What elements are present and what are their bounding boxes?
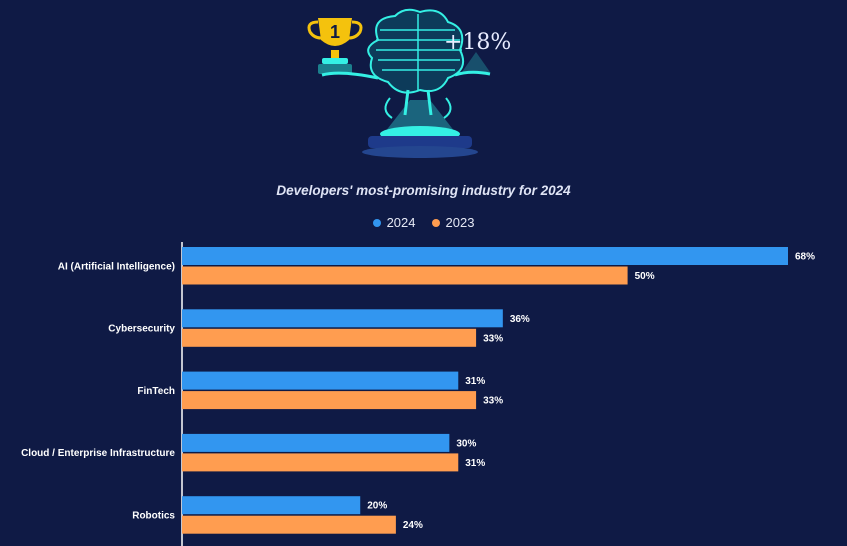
bar-2023[interactable]: [182, 328, 477, 347]
brain-icon: [367, 8, 464, 119]
legend-dot-2023: [431, 218, 440, 227]
data-label: 33%: [483, 396, 503, 407]
data-label: 33%: [483, 333, 503, 344]
chart-legend: 2024 2023: [0, 215, 847, 230]
hand-icon: [454, 70, 491, 77]
bar-2024[interactable]: [182, 371, 459, 390]
hero-illustration: 1: [307, 8, 491, 158]
pedestal-icon: [362, 100, 478, 158]
data-label: 24%: [403, 520, 423, 531]
category-label: Cybersecurity: [108, 324, 175, 335]
bar-2023[interactable]: [182, 453, 459, 472]
data-label: 31%: [465, 458, 485, 469]
hand-icon: [321, 71, 379, 80]
category-label: Cloud / Enterprise Infrastructure: [21, 448, 175, 459]
data-label: 30%: [456, 438, 476, 449]
data-label: 68%: [795, 252, 815, 263]
legend-label-2024: 2024: [386, 215, 416, 230]
legend-item-2024[interactable]: 2024: [372, 215, 416, 230]
legend-dot-2024: [372, 218, 381, 227]
data-label: 31%: [465, 376, 485, 387]
legend-label-2023: 2023: [445, 215, 475, 230]
category-label: FinTech: [137, 386, 175, 397]
chart-title: Developers' most-promising industry for …: [276, 183, 571, 198]
trophy-icon: 1: [307, 18, 363, 74]
legend-item-2023[interactable]: 2023: [431, 215, 475, 230]
growth-value: +18%: [444, 30, 512, 55]
bar-2024[interactable]: [182, 496, 361, 515]
bar-2024[interactable]: [182, 247, 788, 265]
data-label: 36%: [510, 314, 530, 325]
bar-2024[interactable]: [182, 309, 503, 328]
data-label: 20%: [367, 501, 387, 512]
trophy-rank: 1: [330, 22, 340, 42]
glow-icon: [462, 52, 490, 72]
category-label: Robotics: [132, 510, 175, 521]
bar-2023[interactable]: [182, 515, 396, 534]
category-label: AI (Artificial Intelligence): [58, 261, 175, 272]
bar-2023[interactable]: [182, 391, 477, 410]
bar-2024[interactable]: [182, 433, 450, 452]
bar-2023[interactable]: [182, 266, 628, 285]
data-label: 50%: [635, 271, 655, 282]
